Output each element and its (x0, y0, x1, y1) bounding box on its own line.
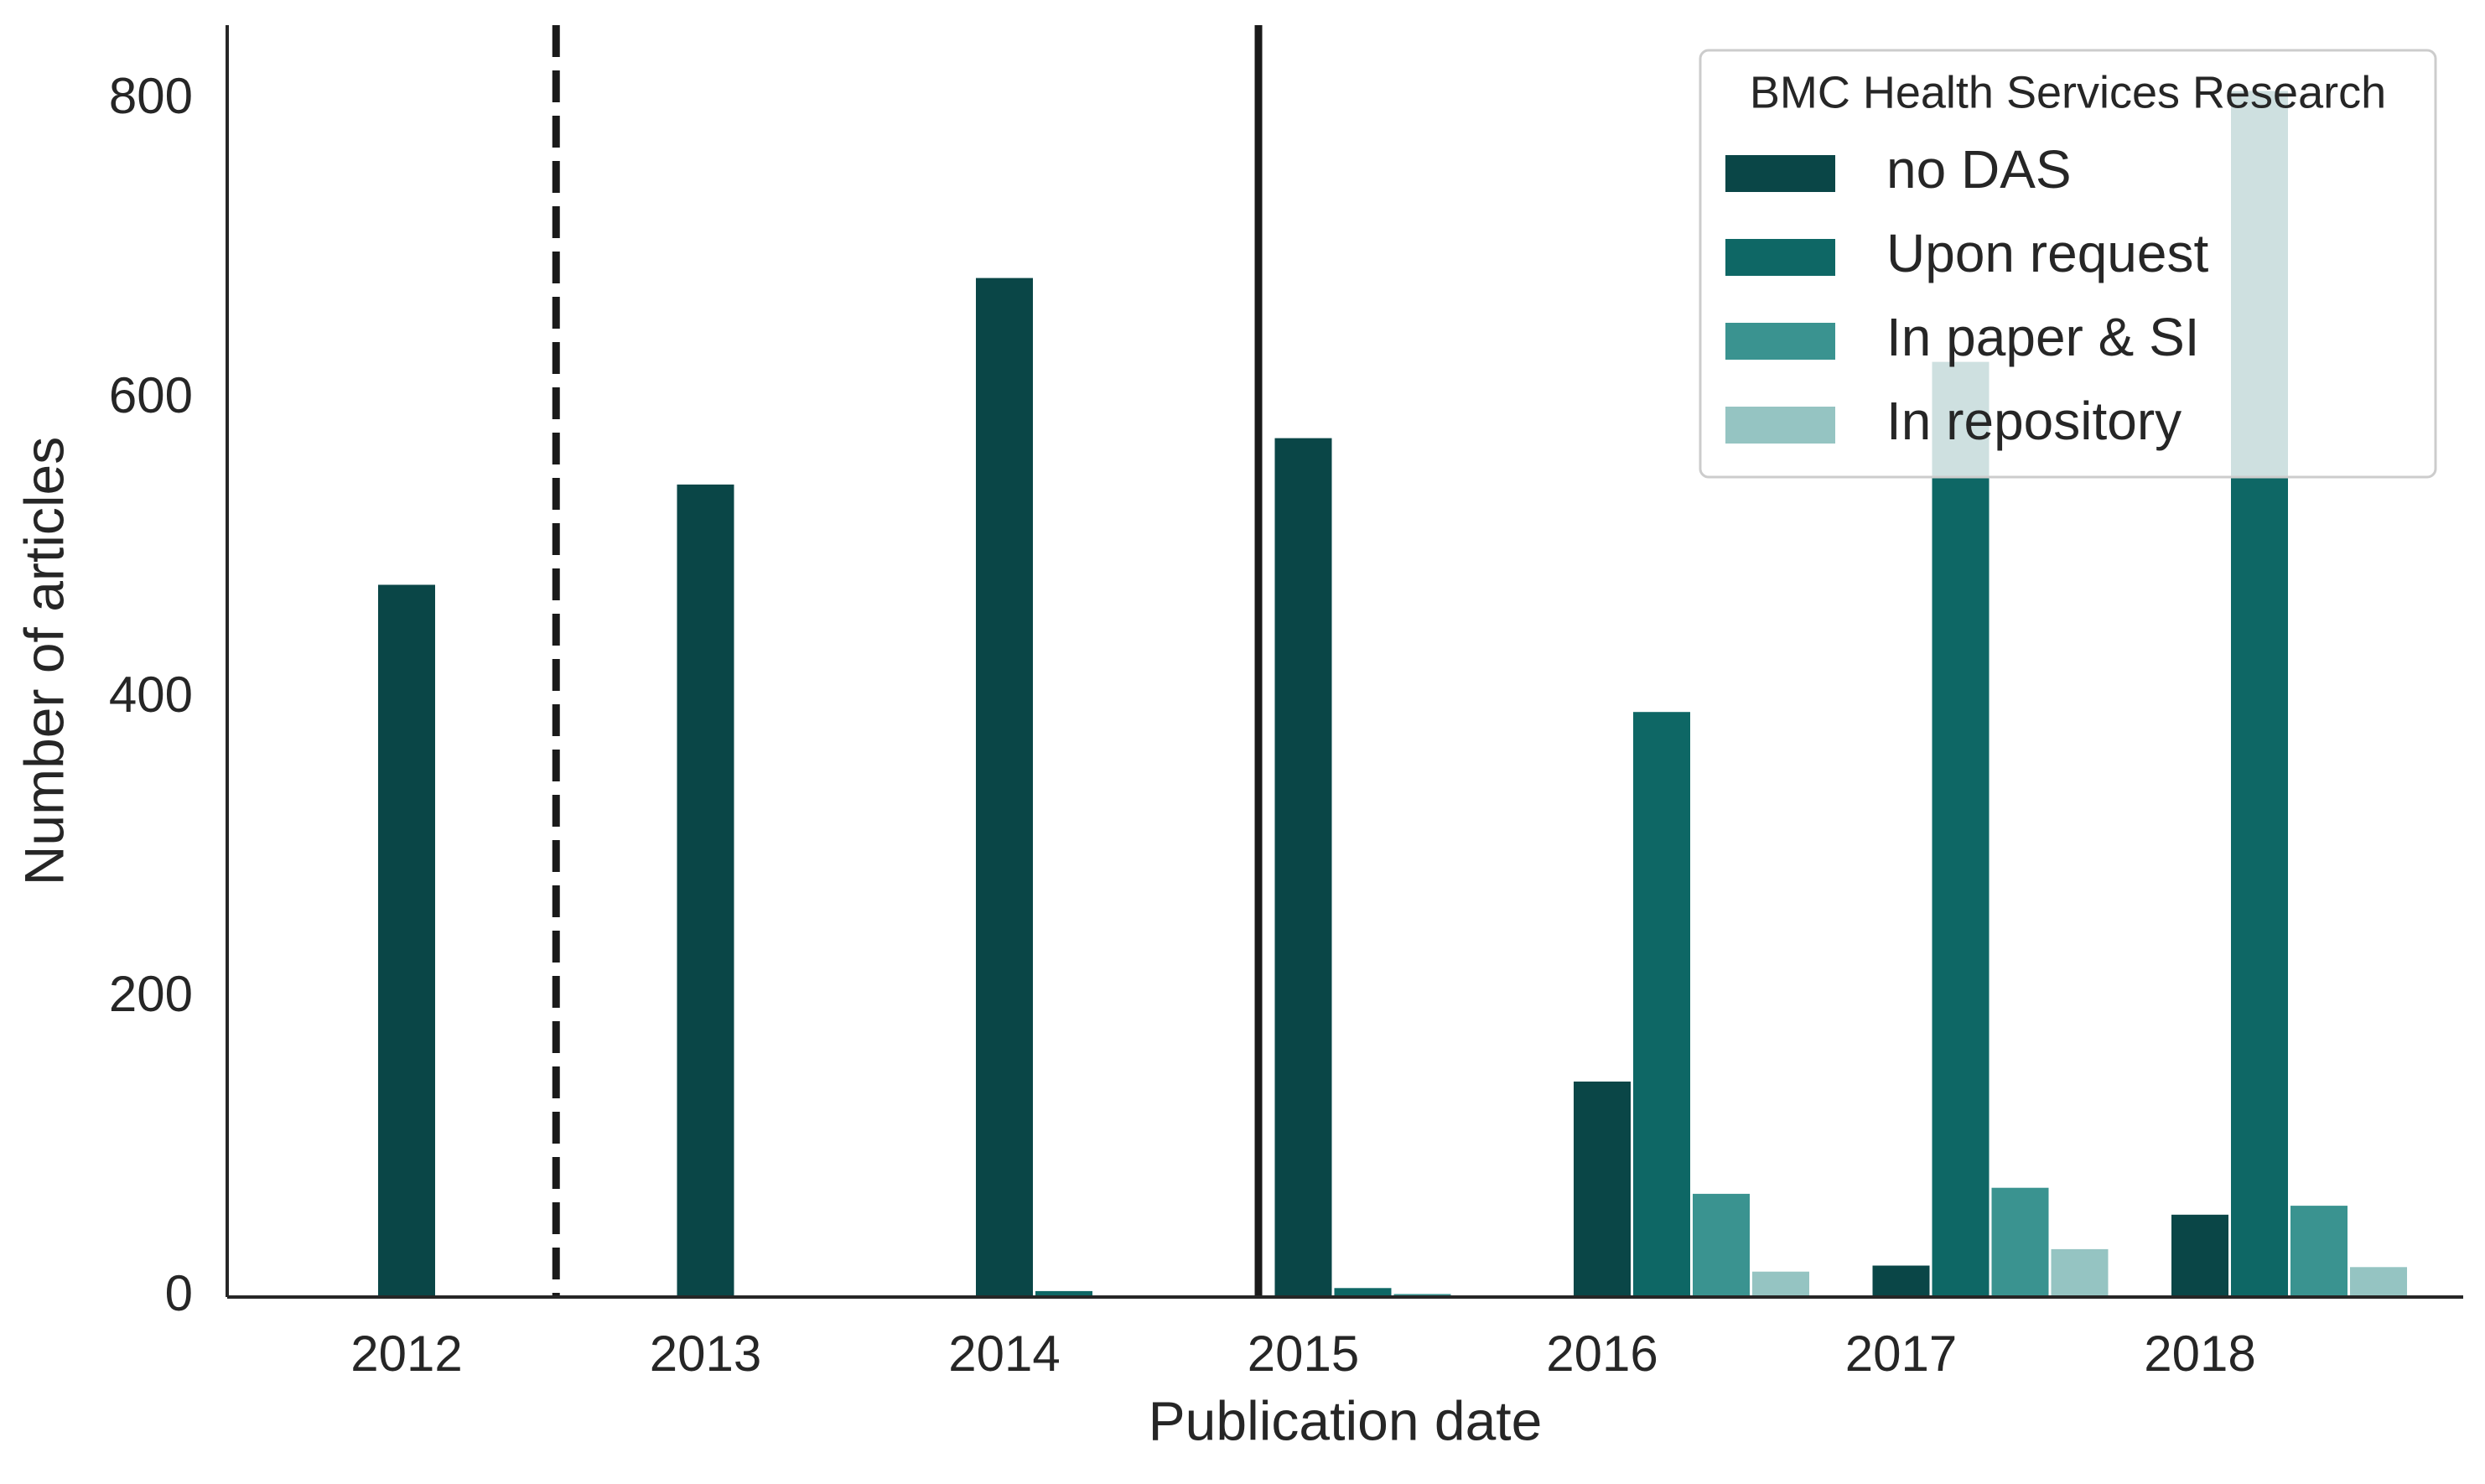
y-tick-label: 800 (109, 68, 193, 124)
x-tick-label: 2014 (948, 1326, 1060, 1382)
legend: BMC Health Services Research no DAS Upon r… (1699, 49, 2437, 479)
bar-upon-request-2014 (1035, 1290, 1092, 1297)
bar-no-das-2016 (1574, 1082, 1631, 1297)
legend-swatch-no-das (1725, 155, 1835, 192)
legend-entry-label: In repository (1886, 391, 2182, 451)
y-tick-label: 200 (109, 966, 193, 1022)
bar-upon-request-2016 (1633, 712, 1690, 1297)
x-tick-label: 2017 (1845, 1326, 1957, 1382)
legend-title: BMC Health Services Research (1750, 67, 2386, 117)
bar-no-das-2014 (976, 278, 1033, 1298)
legend-swatch-upon-request (1725, 239, 1835, 276)
x-tick-label: 2012 (350, 1326, 462, 1382)
bar-upon-request-2017 (1932, 361, 1990, 1298)
legend-entry-label: Upon request (1886, 223, 2208, 283)
bar-in-repository-2017 (2051, 1248, 2109, 1297)
x-tick-label: 2018 (2144, 1326, 2255, 1382)
bar-in-paper-si-2018 (2290, 1206, 2348, 1297)
x-tick-label: 2013 (650, 1326, 761, 1382)
bar-no-das-2012 (378, 584, 435, 1297)
legend-swatch-in-repository (1725, 407, 1835, 444)
bar-in-repository-2016 (1752, 1271, 1809, 1297)
bar-in-paper-si-2017 (1991, 1187, 2049, 1297)
bar-no-das-2018 (2171, 1214, 2228, 1297)
bar-no-das-2015 (1274, 438, 1332, 1297)
legend-swatch-in-paper-si (1725, 323, 1835, 360)
y-tick-label: 400 (109, 667, 193, 723)
bar-no-das-2017 (1872, 1265, 1930, 1297)
legend-entry-label: no DAS (1886, 139, 2072, 200)
legend-box (1699, 49, 2437, 479)
legend-entry-label: In paper & SI (1886, 307, 2200, 367)
x-tick-label: 2016 (1546, 1326, 1658, 1382)
bar-in-paper-si-2016 (1693, 1193, 1750, 1297)
reference-lines (552, 25, 1263, 1297)
bar-in-repository-2018 (2350, 1267, 2407, 1297)
y-tick-label: 600 (109, 367, 193, 423)
bar-upon-request-2015 (1334, 1288, 1392, 1297)
y-tick-label: 0 (165, 1265, 193, 1321)
y-axis-label: Number of articles (13, 437, 75, 886)
bar-no-das-2013 (677, 484, 734, 1297)
x-tick-label: 2015 (1248, 1326, 1359, 1382)
axes: 0 200 400 600 800 2012 2013 2014 2015 2016 2017 201… (13, 25, 2463, 1451)
x-axis-label: Publication date (1149, 1389, 1543, 1451)
